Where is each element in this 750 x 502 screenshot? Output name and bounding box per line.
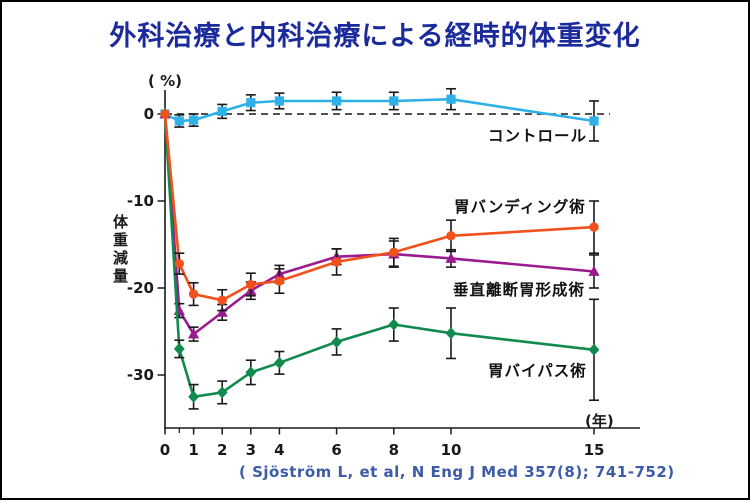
x-tick-label: 2 xyxy=(217,441,227,459)
data-point-bypass xyxy=(245,366,257,379)
data-point-control xyxy=(274,96,284,106)
data-point-bypass xyxy=(445,327,457,340)
y-tick-label: -10 xyxy=(127,192,154,210)
y-tick-label: -30 xyxy=(127,366,154,384)
data-point-vbg xyxy=(588,265,600,276)
data-point-banding xyxy=(160,109,170,119)
data-point-bypass xyxy=(331,335,342,348)
x-tick-label: 0 xyxy=(160,441,170,459)
data-point-banding xyxy=(389,247,399,258)
x-tick-label: 10 xyxy=(441,441,462,459)
data-point-control xyxy=(332,96,342,106)
data-point-control xyxy=(446,94,456,104)
x-axis-unit-label: (年) xyxy=(585,412,614,430)
data-point-control xyxy=(189,115,199,125)
data-point-control xyxy=(389,96,399,106)
data-point-banding xyxy=(246,279,256,290)
series-line-control xyxy=(163,97,596,123)
series-label-bypass: 胃バイパス術 xyxy=(488,361,587,380)
data-point-banding xyxy=(589,222,599,232)
y-tick-label: 0 xyxy=(144,105,154,123)
data-point-vbg xyxy=(188,328,200,339)
data-point-banding xyxy=(174,258,184,269)
series-line-banding xyxy=(163,112,596,302)
data-point-bypass xyxy=(188,390,199,403)
data-point-bypass xyxy=(216,386,228,399)
x-tick-label: 6 xyxy=(331,441,341,459)
y-tick-label: -20 xyxy=(127,279,154,297)
x-tick-label: 3 xyxy=(246,441,256,459)
data-point-banding xyxy=(188,289,199,299)
series-label-vbg: 垂直離断胃形成術 xyxy=(453,280,585,299)
y-axis-title: 体重減量 xyxy=(111,214,129,286)
x-tick-label: 15 xyxy=(584,441,605,459)
data-point-bypass xyxy=(173,342,185,355)
data-point-banding xyxy=(274,276,285,286)
data-point-banding xyxy=(331,257,342,267)
citation: ( Sjöström L, et al, N Eng J Med 357(8);… xyxy=(239,463,675,481)
data-point-vbg xyxy=(445,252,457,263)
data-point-bypass xyxy=(588,343,600,356)
x-tick-label: 8 xyxy=(389,441,399,459)
data-point-banding xyxy=(217,295,227,305)
series-line-vbg xyxy=(163,112,596,336)
series-label-banding: 胃バンディング術 xyxy=(454,197,586,216)
data-point-control xyxy=(246,98,256,108)
x-tick-label: 1 xyxy=(188,441,198,459)
series-line-bypass xyxy=(163,112,596,399)
x-tick-label: 4 xyxy=(274,441,284,459)
data-point-bypass xyxy=(274,356,285,369)
y-axis-unit-label: ( %) xyxy=(148,72,182,90)
data-point-control xyxy=(217,106,227,116)
series-label-control: コントロール xyxy=(488,127,587,145)
data-point-banding xyxy=(446,231,456,241)
data-point-vbg xyxy=(216,306,228,317)
data-point-control xyxy=(589,116,599,126)
page-title: 外科治療と内科治療による経時的体重変化 xyxy=(109,21,641,52)
data-point-bypass xyxy=(388,318,400,331)
data-point-control xyxy=(174,116,184,126)
data-point-vbg xyxy=(173,304,185,316)
